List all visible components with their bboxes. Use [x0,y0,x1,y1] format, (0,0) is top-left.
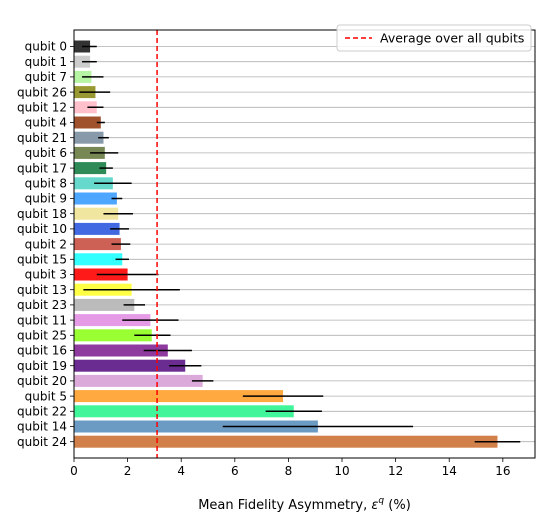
x-tick-label: 10 [334,464,349,478]
bar-qubit-4 [74,116,101,129]
x-tick-label: 4 [177,464,185,478]
x-tick-label: 6 [231,464,239,478]
y-tick-label: qubit 12 [17,101,67,115]
legend: Average over all qubits [336,24,532,52]
bar-qubit-14 [74,420,318,433]
y-tick-label: qubit 13 [17,283,67,297]
bar-qubit-20 [74,374,203,387]
y-tick-label: qubit 22 [17,405,67,419]
bar-qubit-5 [74,390,284,403]
x-tick-label: 2 [124,464,132,478]
x-axis-title-superscript: q [378,496,384,506]
bar-qubit-23 [74,298,135,311]
y-tick-label: qubit 16 [17,344,67,358]
y-tick-label: qubit 17 [17,161,67,175]
y-tick-label: qubit 3 [25,268,67,282]
bar-qubit-24 [74,435,498,448]
y-tick-label: qubit 24 [17,435,67,449]
bar-qubit-19 [74,359,186,372]
y-tick-label: qubit 14 [17,420,67,434]
bar-qubit-21 [74,131,104,144]
x-axis-title-symbol: ε [371,498,378,513]
bar-qubit-18 [74,207,119,220]
y-tick-label: qubit 5 [25,389,67,403]
y-tick-label: qubit 20 [17,374,67,388]
y-tick-label: qubit 1 [25,55,67,69]
y-tick-label: qubit 9 [25,192,67,206]
y-tick-label: qubit 10 [17,222,67,236]
bar-qubit-6 [74,146,105,159]
bar-qubit-22 [74,405,294,418]
error-bars [79,45,521,443]
y-tick-label: qubit 7 [25,70,67,84]
y-tick-label: qubit 6 [25,146,67,160]
bar-qubit-16 [74,344,168,357]
bar-qubit-10 [74,222,120,235]
y-tick-label: qubit 15 [17,253,67,267]
y-tick-label: qubit 21 [17,131,67,145]
x-tick-label: 12 [388,464,403,478]
y-tick-label: qubit 4 [25,116,67,130]
y-tick-label: qubit 19 [17,359,67,373]
x-tick-label: 0 [70,464,78,478]
y-tick-label: qubit 8 [25,177,67,191]
y-tick-label: qubit 18 [17,207,67,221]
y-tick-label: qubit 26 [17,85,67,99]
bar-qubit-12 [74,101,97,114]
legend-box [336,24,532,52]
legend-label: Average over all qubits [380,31,524,46]
bar-qubit-9 [74,192,117,205]
bar-qubit-17 [74,162,107,175]
x-axis-title: Mean Fidelity Asymmetry, εq (%) [198,496,411,513]
y-tick-label: qubit 0 [25,40,67,54]
y-tick-label: qubit 11 [17,313,67,327]
x-axis-ticks: 0 2 4 6 8 10 12 14 16 [70,458,510,478]
y-tick-label: qubit 23 [17,298,67,312]
x-tick-label: 8 [285,464,293,478]
y-tick-label: qubit 25 [17,329,67,343]
x-tick-label: 16 [495,464,510,478]
bar-qubit-8 [74,177,113,190]
bar-qubit-25 [74,329,152,342]
bar-qubit-15 [74,253,123,266]
x-tick-label: 14 [442,464,457,478]
bar-qubit-11 [74,314,151,327]
bar-qubit-2 [74,238,121,251]
y-tick-label: qubit 2 [25,237,67,251]
